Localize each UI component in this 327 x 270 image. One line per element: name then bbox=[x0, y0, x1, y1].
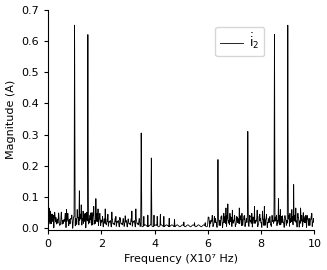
Y-axis label: Magnitude (A): Magnitude (A) bbox=[6, 80, 16, 159]
X-axis label: Frequency (X10⁷ Hz): Frequency (X10⁷ Hz) bbox=[124, 254, 238, 264]
Legend: $\mathregular{\dot{i}_2}$: $\mathregular{\dot{i}_2}$ bbox=[215, 27, 264, 56]
